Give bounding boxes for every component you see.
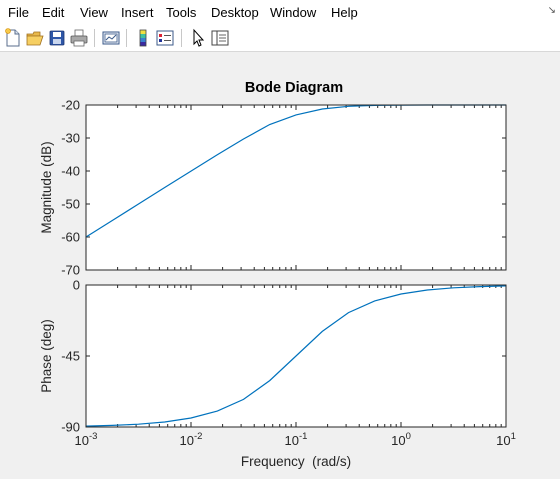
- magnitude-ytick-label: -20: [61, 98, 80, 113]
- magnitude-ytick-label: -30: [61, 131, 80, 146]
- insert-colorbar-icon[interactable]: [132, 27, 154, 49]
- frequency-tick-label: 10-1: [285, 431, 308, 448]
- magnitude-axes-box: [85, 104, 507, 271]
- magnitude-axes: -70 -60 -50 -40 -30 -20 Magnitude (dB): [39, 98, 507, 278]
- toolbar-separator: [94, 29, 95, 47]
- print-figure-icon[interactable]: [68, 27, 90, 49]
- frequency-tick-label: 100: [391, 431, 411, 448]
- property-inspector-icon[interactable]: [209, 27, 231, 49]
- phase-ytick-label: -45: [61, 349, 80, 364]
- frequency-xlabel: Frequency (rad/s): [241, 454, 351, 469]
- magnitude-ytick-label: -50: [61, 197, 80, 212]
- phase-axes: -90 -45 0 Phase (deg): [39, 278, 507, 435]
- figure-canvas: Bode Diagram -70 -60 -50 -40 -30 -20 Magnitud…: [0, 52, 560, 474]
- magnitude-plot-area: [86, 105, 506, 270]
- menu-insert[interactable]: Insert: [121, 5, 154, 20]
- toolbar-separator: [181, 29, 182, 47]
- bode-diagram: Bode Diagram -70 -60 -50 -40 -30 -20 Magnitud…: [39, 80, 516, 469]
- menu-tools[interactable]: Tools: [166, 5, 197, 20]
- menu-view[interactable]: View: [80, 5, 108, 20]
- save-figure-icon[interactable]: [46, 27, 68, 49]
- open-file-icon[interactable]: [24, 27, 46, 49]
- figure-toolbar: [0, 25, 560, 52]
- magnitude-ytick-label: -70: [61, 263, 80, 278]
- menu-help[interactable]: Help: [331, 5, 358, 20]
- phase-ytick-label: 0: [73, 278, 80, 293]
- frequency-tick-label: 10-2: [180, 431, 203, 448]
- menu-file[interactable]: File: [8, 5, 29, 20]
- frequency-tick-label: 101: [496, 431, 516, 448]
- phase-series: [85, 285, 507, 427]
- menu-desktop[interactable]: Desktop: [211, 5, 259, 20]
- toolbar-separator: [126, 29, 127, 47]
- menu-window[interactable]: Window: [270, 5, 317, 20]
- magnitude-ytick-label: -40: [61, 164, 80, 179]
- undock-arrow-icon[interactable]: ↘: [547, 5, 556, 16]
- new-figure-icon[interactable]: [2, 27, 24, 49]
- menu-edit[interactable]: Edit: [42, 5, 65, 20]
- insert-legend-icon[interactable]: [154, 27, 176, 49]
- menu-bar: File Edit View Insert Tools Desktop Wind…: [0, 0, 560, 25]
- magnitude-ytick-label: -60: [61, 230, 80, 245]
- phase-axes-box: [85, 284, 507, 428]
- chart-title: Bode Diagram: [245, 80, 343, 96]
- magnitude-ylabel: Magnitude (dB): [39, 141, 54, 233]
- frequency-tick-label: 10-3: [75, 431, 98, 448]
- phase-ylabel: Phase (deg): [39, 319, 54, 393]
- phase-ytick-label: -90: [61, 420, 80, 435]
- link-plot-icon[interactable]: [100, 27, 122, 49]
- edit-plot-icon[interactable]: [187, 27, 209, 49]
- phase-line: [85, 285, 507, 427]
- frequency-tick-labels: 10-3 10-2 10-1 100 101: [75, 431, 516, 448]
